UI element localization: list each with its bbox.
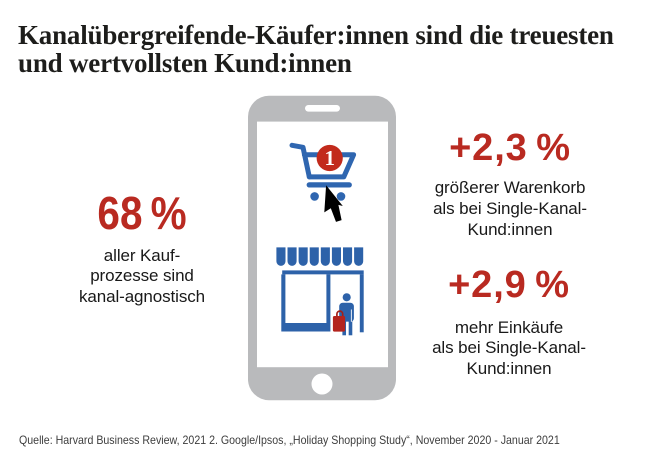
svg-text:1: 1 xyxy=(324,146,335,170)
